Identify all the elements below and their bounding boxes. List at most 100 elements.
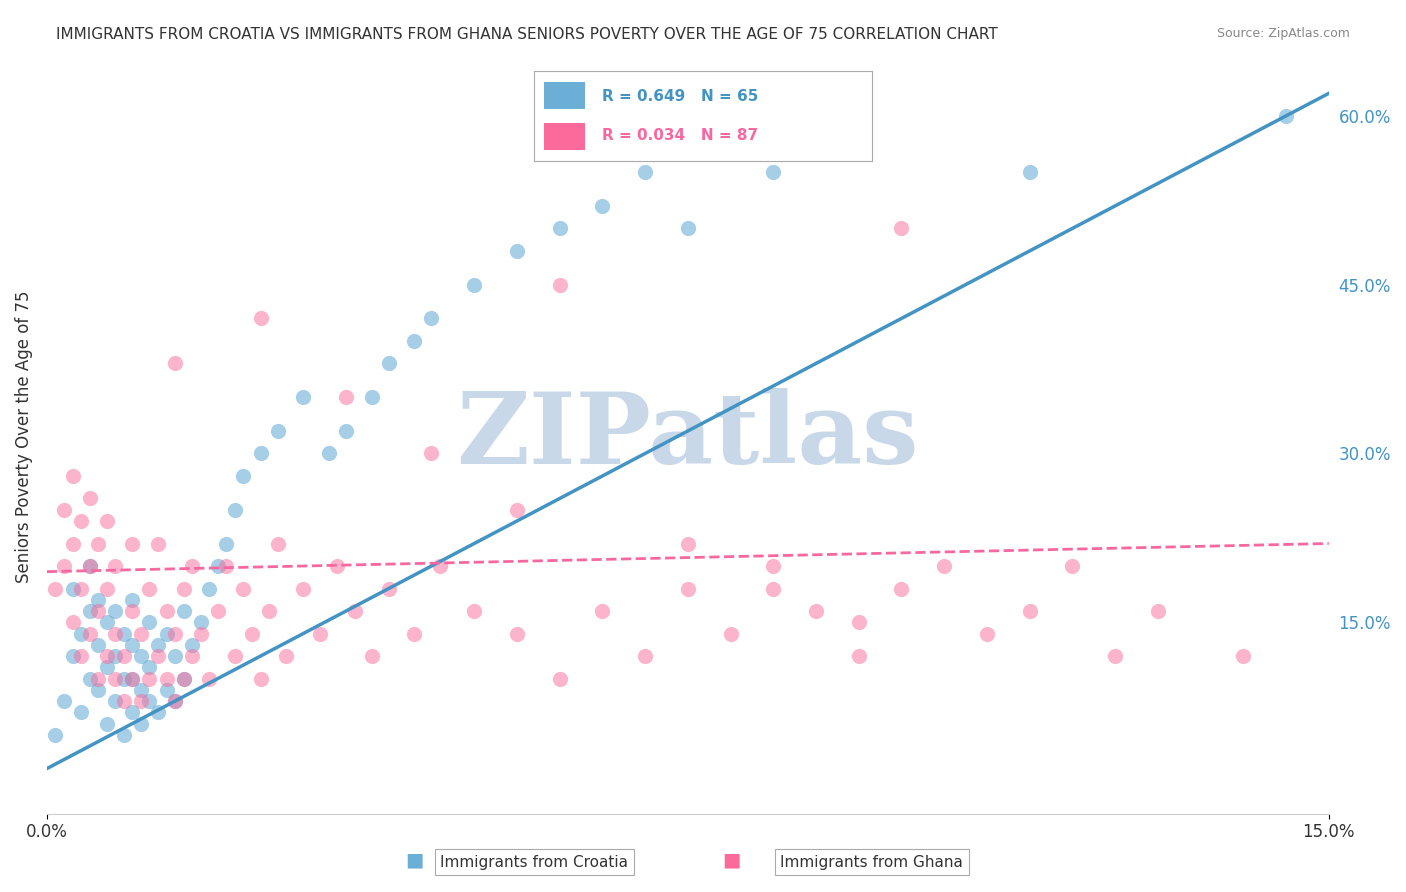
Immigrants from Ghana (87, 604, 110, 618)
Immigrants from Ghana (762, 582, 785, 596)
Immigrants from Ghana (890, 582, 912, 596)
Immigrants from Ghana (240, 626, 263, 640)
Text: IMMIGRANTS FROM CROATIA VS IMMIGRANTS FROM GHANA SENIORS POVERTY OVER THE AGE OF: IMMIGRANTS FROM CROATIA VS IMMIGRANTS FR… (56, 27, 998, 42)
Immigrants from Croatia (463, 277, 485, 292)
Immigrants from Croatia (96, 716, 118, 731)
Immigrants from Croatia (112, 728, 135, 742)
Text: Immigrants from Ghana: Immigrants from Ghana (780, 855, 963, 870)
Immigrants from Croatia (62, 648, 84, 663)
Immigrants from Ghana (70, 514, 93, 528)
Immigrants from Ghana (1147, 604, 1170, 618)
Immigrants from Croatia (404, 334, 426, 348)
Immigrants from Ghana (720, 626, 742, 640)
Immigrants from Ghana (198, 672, 221, 686)
Immigrants from Ghana (377, 582, 399, 596)
Immigrants from Croatia (173, 604, 195, 618)
Immigrants from Croatia (224, 502, 246, 516)
Immigrants from Ghana (326, 559, 349, 574)
Immigrants from Ghana (146, 648, 169, 663)
Immigrants from Ghana (249, 311, 271, 326)
Immigrants from Ghana (804, 604, 827, 618)
Immigrants from Ghana (548, 277, 571, 292)
Immigrants from Croatia (190, 615, 212, 630)
Immigrants from Ghana (96, 582, 118, 596)
Immigrants from Ghana (79, 559, 101, 574)
Immigrants from Croatia (762, 165, 785, 179)
Immigrants from Ghana (343, 604, 366, 618)
Immigrants from Croatia (335, 424, 357, 438)
Immigrants from Croatia (165, 648, 187, 663)
Immigrants from Ghana (70, 582, 93, 596)
Immigrants from Croatia (165, 694, 187, 708)
Immigrants from Croatia (104, 694, 127, 708)
Immigrants from Croatia (121, 592, 143, 607)
Text: ZIPatlas: ZIPatlas (457, 388, 920, 485)
Immigrants from Croatia (548, 221, 571, 235)
Immigrants from Croatia (87, 682, 110, 697)
Immigrants from Ghana (87, 536, 110, 550)
Immigrants from Ghana (634, 648, 657, 663)
Immigrants from Ghana (190, 626, 212, 640)
Immigrants from Ghana (62, 469, 84, 483)
Immigrants from Ghana (429, 559, 451, 574)
Immigrants from Ghana (53, 502, 76, 516)
Immigrants from Croatia (155, 626, 177, 640)
Immigrants from Ghana (360, 648, 382, 663)
Immigrants from Ghana (934, 559, 956, 574)
Immigrants from Croatia (1018, 165, 1040, 179)
Immigrants from Croatia (377, 356, 399, 370)
Immigrants from Croatia (266, 424, 288, 438)
Immigrants from Croatia (121, 706, 143, 720)
Immigrants from Croatia (138, 615, 160, 630)
Immigrants from Ghana (165, 356, 187, 370)
Immigrants from Ghana (232, 582, 254, 596)
Immigrants from Ghana (155, 604, 177, 618)
Immigrants from Croatia (676, 221, 699, 235)
Immigrants from Croatia (87, 592, 110, 607)
Immigrants from Croatia (129, 682, 152, 697)
Immigrants from Croatia (62, 582, 84, 596)
Immigrants from Croatia (634, 165, 657, 179)
Immigrants from Ghana (1018, 604, 1040, 618)
Immigrants from Ghana (112, 648, 135, 663)
Immigrants from Croatia (87, 638, 110, 652)
Immigrants from Ghana (848, 648, 870, 663)
Immigrants from Ghana (104, 626, 127, 640)
Immigrants from Croatia (112, 626, 135, 640)
Immigrants from Ghana (62, 536, 84, 550)
Immigrants from Croatia (129, 716, 152, 731)
Immigrants from Croatia (104, 604, 127, 618)
Immigrants from Ghana (121, 536, 143, 550)
Immigrants from Ghana (53, 559, 76, 574)
Immigrants from Ghana (762, 559, 785, 574)
Immigrants from Ghana (165, 626, 187, 640)
Immigrants from Ghana (249, 672, 271, 686)
Immigrants from Ghana (79, 491, 101, 506)
Immigrants from Croatia (138, 694, 160, 708)
Immigrants from Ghana (591, 604, 613, 618)
Immigrants from Croatia (360, 390, 382, 404)
Immigrants from Croatia (173, 672, 195, 686)
Immigrants from Ghana (676, 536, 699, 550)
Immigrants from Croatia (70, 706, 93, 720)
Immigrants from Croatia (848, 131, 870, 145)
Immigrants from Ghana (181, 648, 204, 663)
Immigrants from Ghana (676, 582, 699, 596)
Immigrants from Ghana (976, 626, 998, 640)
Immigrants from Croatia (249, 446, 271, 460)
Immigrants from Ghana (335, 390, 357, 404)
Immigrants from Ghana (62, 615, 84, 630)
Text: Immigrants from Croatia: Immigrants from Croatia (440, 855, 628, 870)
Immigrants from Ghana (276, 648, 298, 663)
Immigrants from Croatia (215, 536, 238, 550)
Immigrants from Croatia (146, 706, 169, 720)
Immigrants from Ghana (121, 604, 143, 618)
Immigrants from Ghana (215, 559, 238, 574)
Immigrants from Ghana (548, 672, 571, 686)
Immigrants from Croatia (79, 672, 101, 686)
Immigrants from Croatia (591, 199, 613, 213)
Immigrants from Croatia (138, 660, 160, 674)
Immigrants from Ghana (138, 672, 160, 686)
Immigrants from Ghana (292, 582, 315, 596)
Immigrants from Ghana (1104, 648, 1126, 663)
